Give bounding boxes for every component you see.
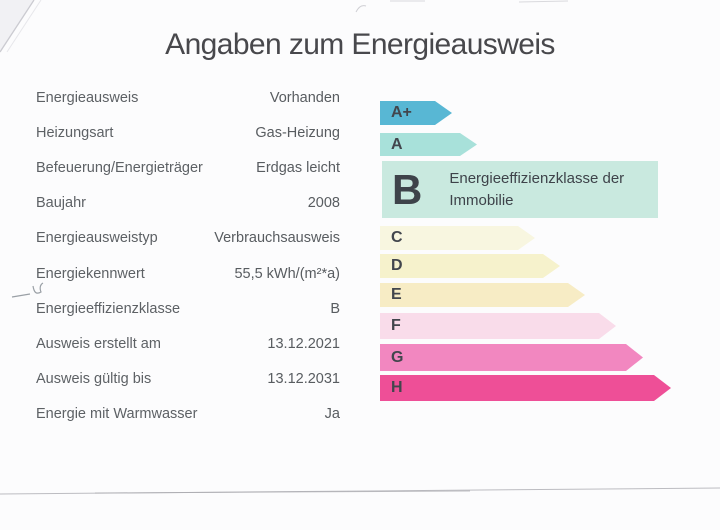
detail-label: Ausweis erstellt am bbox=[36, 335, 161, 352]
energy-class-letter: F bbox=[391, 317, 401, 334]
energy-class-letter: B bbox=[392, 165, 423, 213]
energy-class-a: A bbox=[380, 133, 477, 156]
detail-label: Heizungsart bbox=[36, 124, 114, 141]
page-title: Angaben zum Energieausweis bbox=[165, 28, 555, 61]
energy-class-g: G bbox=[380, 344, 643, 371]
detail-value: 13.12.2031 bbox=[267, 371, 340, 388]
detail-label: Energie mit Warmwasser bbox=[36, 406, 198, 423]
detail-label: Ausweis gültig bis bbox=[36, 371, 152, 388]
energy-class-a-plus: A+ bbox=[380, 101, 452, 125]
scan-edge-line bbox=[0, 487, 720, 495]
details-table: Energieausweis Vorhanden Heizungsart Gas-He… bbox=[36, 80, 340, 432]
energy-class-letter: D bbox=[391, 257, 403, 274]
energy-class-note: Energieeffizienzklasse der Immobilie bbox=[449, 168, 624, 212]
detail-row: Energieausweistyp Verbrauchsausweis bbox=[36, 221, 340, 256]
energy-class-letter: H bbox=[391, 379, 403, 396]
scan-speck bbox=[355, 5, 367, 13]
detail-row: Energie mit Warmwasser Ja bbox=[36, 397, 340, 432]
detail-value: Ja bbox=[324, 406, 340, 423]
detail-value: 55,5 kWh/(m²*a) bbox=[234, 265, 340, 282]
detail-value: Verbrauchsausweis bbox=[214, 230, 340, 247]
detail-value: Gas-Heizung bbox=[255, 124, 340, 141]
energy-class-f: F bbox=[380, 313, 616, 339]
detail-label: Energiekennwert bbox=[36, 265, 145, 282]
energy-class-h: H bbox=[380, 375, 671, 401]
detail-value: Erdgas leicht bbox=[256, 159, 340, 176]
energy-efficiency-chart: A+ A B Energieeffizienzklasse der Immobilie C… bbox=[380, 101, 680, 406]
energy-class-c: C bbox=[380, 226, 535, 250]
detail-value: B bbox=[330, 300, 340, 317]
detail-row: Befeuerung/Energieträger Erdgas leicht bbox=[36, 150, 340, 185]
detail-label: Befeuerung/Energieträger bbox=[36, 159, 203, 176]
scan-speck-3 bbox=[518, 0, 569, 3]
energy-class-note-line1: Energieeffizienzklasse der bbox=[449, 169, 625, 187]
energy-class-d: D bbox=[380, 254, 560, 278]
detail-label: Energieausweistyp bbox=[36, 230, 158, 247]
detail-label: Energieeffizienzklasse bbox=[36, 300, 181, 317]
detail-value: Vorhanden bbox=[269, 89, 340, 106]
detail-row: Baujahr 2008 bbox=[36, 186, 340, 221]
energy-class-letter: E bbox=[391, 286, 402, 303]
detail-row: Energieeffizienzklasse B bbox=[36, 291, 340, 326]
detail-row: Ausweis gültig bis 13.12.2031 bbox=[36, 362, 340, 397]
detail-value: 2008 bbox=[307, 195, 340, 212]
energy-class-b: B Energieeffizienzklasse der Immobilie bbox=[382, 161, 658, 218]
detail-label: Energieausweis bbox=[36, 89, 139, 106]
detail-row: Energiekennwert 55,5 kWh/(m²*a) bbox=[36, 256, 340, 291]
energy-class-letter: C bbox=[391, 229, 403, 246]
detail-value: 13.12.2021 bbox=[267, 335, 340, 352]
energy-class-letter: A+ bbox=[391, 104, 412, 121]
detail-row: Ausweis erstellt am 13.12.2021 bbox=[36, 326, 340, 361]
energy-class-e: E bbox=[380, 283, 585, 307]
detail-row: Energieausweis Vorhanden bbox=[36, 80, 340, 115]
detail-label: Baujahr bbox=[36, 195, 86, 212]
detail-row: Heizungsart Gas-Heizung bbox=[36, 115, 340, 150]
energy-class-letter: G bbox=[391, 348, 404, 366]
scan-edge-line-dark bbox=[94, 490, 471, 494]
energy-class-note-line2: Immobilie bbox=[449, 191, 514, 209]
energy-class-letter: A bbox=[391, 135, 403, 153]
